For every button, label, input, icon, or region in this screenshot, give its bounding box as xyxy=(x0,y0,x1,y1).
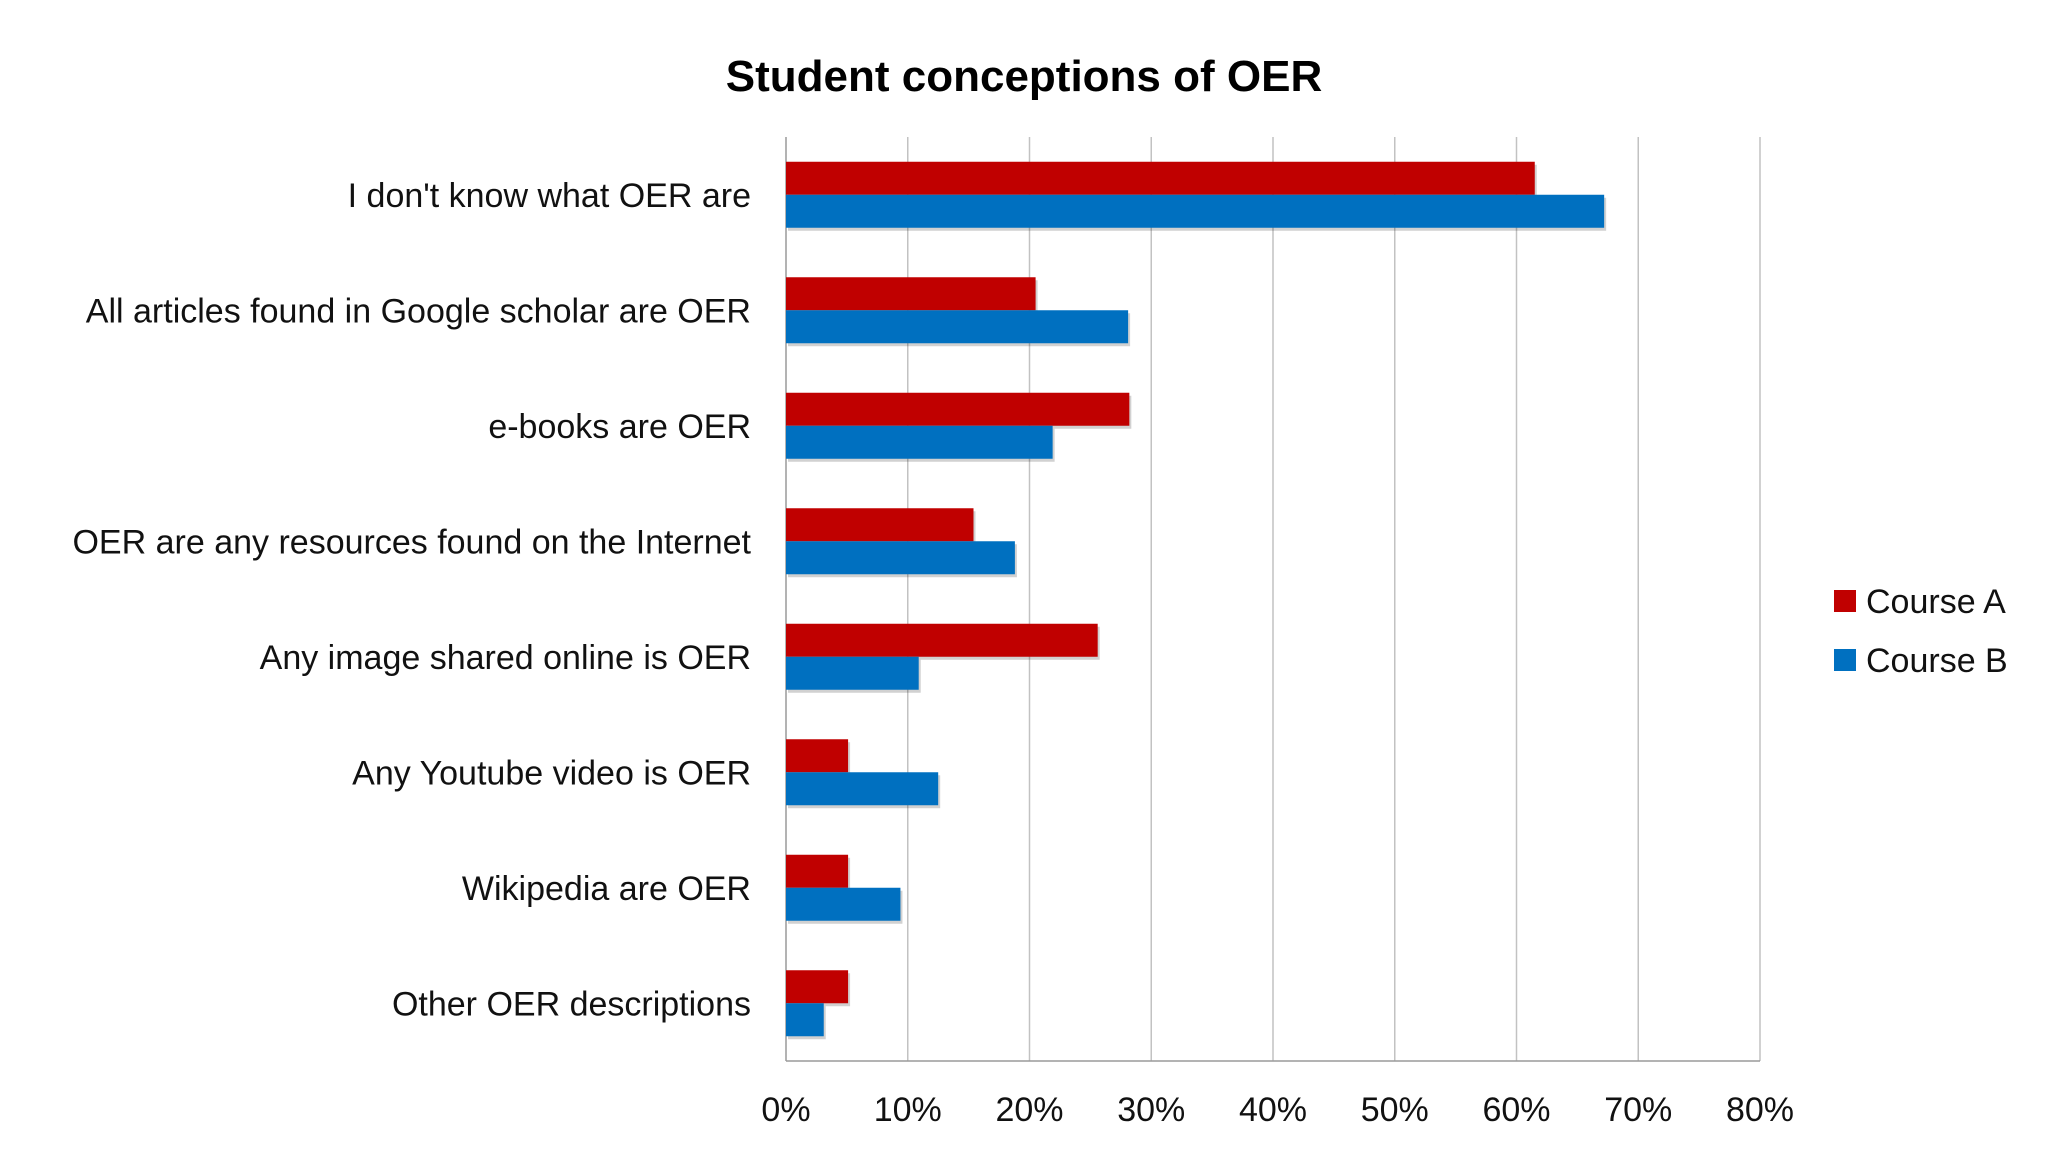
bar-course-a xyxy=(786,161,1535,195)
legend-swatch xyxy=(1834,649,1856,671)
x-tick-label: 80% xyxy=(1726,1091,1794,1129)
x-tick-label: 20% xyxy=(995,1091,1063,1129)
category-label: Other OER descriptions xyxy=(392,985,751,1023)
category-label: Any Youtube video is OER xyxy=(352,754,751,792)
category-label: e-books are OER xyxy=(488,408,751,446)
category-label: OER are any resources found on the Inter… xyxy=(72,523,751,561)
category-label: Any image shared online is OER xyxy=(260,639,751,677)
x-tick-label: 60% xyxy=(1482,1091,1550,1129)
bar-course-b xyxy=(786,772,939,806)
category-label: I don't know what OER are xyxy=(348,177,751,215)
bar-course-a xyxy=(786,392,1130,426)
category-label: Wikipedia are OER xyxy=(462,870,751,908)
x-tick-label: 70% xyxy=(1604,1091,1672,1129)
bar-course-b xyxy=(786,194,1605,228)
bar-course-b xyxy=(786,887,901,921)
x-tick-label: 40% xyxy=(1239,1091,1307,1129)
bar-course-b xyxy=(786,310,1129,344)
x-tick-label: 30% xyxy=(1117,1091,1185,1129)
bar-course-a xyxy=(786,739,849,773)
legend-swatch xyxy=(1834,590,1856,612)
bar-course-a xyxy=(786,970,849,1004)
legend-label: Course A xyxy=(1866,583,2006,621)
legend-label: Course B xyxy=(1866,642,2008,680)
category-label: All articles found in Google scholar are… xyxy=(86,292,751,330)
chart-title: Student conceptions of OER xyxy=(725,52,1323,101)
bar-course-b xyxy=(786,1003,824,1037)
bar-course-b xyxy=(786,656,919,690)
bar-course-a xyxy=(786,508,974,542)
x-tick-label: 50% xyxy=(1361,1091,1429,1129)
bar-course-a xyxy=(786,277,1036,311)
bar-course-b xyxy=(786,541,1015,575)
x-tick-label: 0% xyxy=(761,1091,810,1129)
bar-course-b xyxy=(786,425,1053,459)
bar-course-a xyxy=(786,854,849,888)
bar-course-a xyxy=(786,623,1098,657)
x-tick-label: 10% xyxy=(874,1091,942,1129)
